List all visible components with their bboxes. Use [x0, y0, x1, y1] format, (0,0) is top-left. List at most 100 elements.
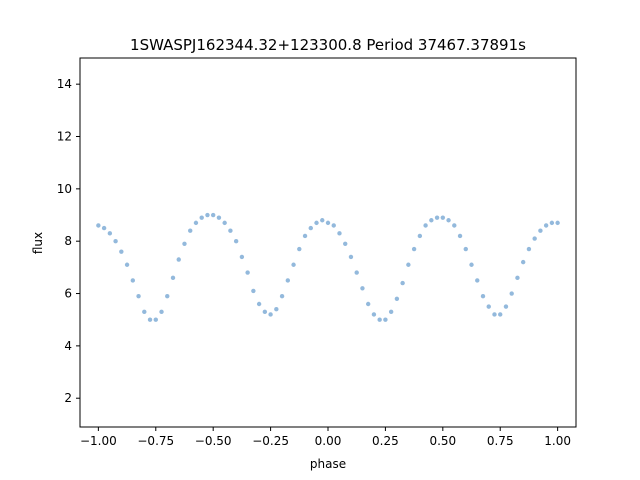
data-point: [233, 238, 239, 244]
x-tick-label: −0.25: [252, 434, 289, 448]
data-point: [170, 275, 176, 281]
data-point: [107, 231, 113, 236]
data-point: [429, 218, 434, 223]
data-point: [388, 309, 394, 315]
data-point: [279, 293, 285, 299]
data-point: [251, 288, 256, 294]
data-point: [469, 262, 474, 267]
data-point: [193, 220, 199, 226]
data-point: [417, 233, 423, 239]
data-point: [101, 225, 107, 231]
data-point: [446, 218, 451, 223]
data-point: [348, 254, 354, 260]
data-point: [188, 228, 193, 233]
data-point: [503, 304, 509, 309]
data-point: [210, 212, 216, 218]
data-point: [165, 293, 170, 299]
data-point: [457, 233, 463, 239]
data-point: [394, 296, 400, 301]
data-point: [274, 307, 279, 312]
data-point: [371, 312, 377, 317]
data-point: [354, 270, 359, 275]
data-point: [509, 291, 514, 296]
data-point: [555, 220, 560, 226]
data-point: [480, 293, 486, 299]
data-point: [153, 317, 158, 322]
y-tick-label: 2: [64, 391, 72, 405]
x-tick-label: −1.00: [80, 434, 117, 448]
data-point: [308, 225, 313, 231]
x-tick-label: 0.75: [487, 434, 514, 448]
data-point: [411, 246, 417, 252]
x-axis-ticks: −1.00 −0.75 −0.50 −0.25 0.00 0.25 0.50 0.75 1.00: [80, 427, 571, 448]
data-point: [96, 223, 101, 228]
data-point: [400, 280, 405, 286]
data-point: [526, 246, 532, 252]
data-point: [291, 262, 296, 267]
y-tick-label: 6: [64, 287, 72, 301]
data-point: [239, 254, 245, 260]
x-axis-label: phase: [310, 457, 346, 471]
data-point: [205, 212, 210, 218]
x-tick-label: −0.75: [137, 434, 174, 448]
data-point: [268, 312, 273, 317]
data-point: [136, 293, 141, 299]
data-point: [543, 223, 549, 228]
data-point: [325, 220, 331, 226]
data-point: [434, 215, 440, 220]
data-point: [538, 228, 543, 233]
x-tick-label: −0.50: [195, 434, 232, 448]
data-point: [256, 301, 262, 307]
data-point: [176, 257, 181, 262]
data-point: [124, 262, 130, 267]
data-point: [159, 309, 164, 315]
data-point: [486, 304, 491, 309]
data-point: [113, 238, 118, 244]
data-point: [383, 317, 388, 322]
data-point: [520, 259, 526, 265]
data-point: [452, 223, 457, 228]
data-point: [302, 233, 308, 239]
x-tick-label: 0.25: [372, 434, 399, 448]
data-point: [365, 301, 371, 307]
data-point: [222, 220, 227, 226]
data-point: [182, 241, 187, 247]
y-tick-label: 10: [57, 182, 72, 196]
data-point: [343, 241, 348, 247]
data-point: [320, 218, 325, 223]
data-point: [331, 223, 336, 228]
data-point: [475, 278, 480, 283]
y-tick-label: 12: [57, 130, 72, 144]
data-point: [245, 270, 250, 275]
data-point: [423, 223, 428, 228]
data-point: [549, 220, 555, 226]
data-point: [119, 249, 124, 254]
scatter-points: [96, 212, 560, 322]
data-point: [262, 309, 268, 315]
data-point: [337, 231, 342, 236]
data-point: [314, 220, 319, 226]
y-tick-label: 14: [57, 77, 72, 91]
y-tick-label: 8: [64, 234, 72, 248]
y-axis-label: flux: [31, 232, 45, 254]
data-point: [216, 215, 222, 220]
data-point: [360, 286, 365, 291]
data-point: [377, 317, 382, 322]
data-point: [297, 246, 302, 252]
data-point: [515, 275, 520, 281]
data-point: [492, 312, 497, 317]
data-point: [406, 262, 411, 267]
data-point: [532, 236, 537, 241]
data-point: [147, 317, 153, 322]
data-point: [498, 312, 503, 317]
data-point: [285, 278, 291, 283]
data-point: [130, 278, 136, 283]
data-point: [199, 215, 204, 220]
data-point: [463, 246, 468, 252]
data-point: [142, 309, 147, 315]
chart-title: 1SWASPJ162344.32+123300.8 Period 37467.3…: [130, 36, 526, 54]
plot-frame: [79, 57, 577, 428]
x-tick-label: 0.50: [429, 434, 456, 448]
data-point: [440, 215, 446, 220]
